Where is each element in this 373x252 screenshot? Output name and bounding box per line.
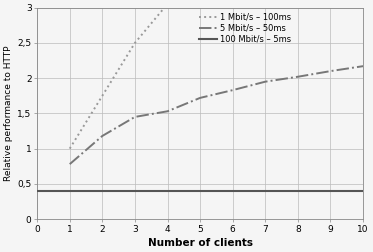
100 Mbit/s – 5ms: [263, 190, 267, 193]
100 Mbit/s – 5ms: [165, 190, 170, 193]
100 Mbit/s – 5ms: [361, 190, 365, 193]
Line: 5 Mbit/s – 50ms: 5 Mbit/s – 50ms: [70, 66, 363, 164]
100 Mbit/s – 5ms: [133, 190, 137, 193]
5 Mbit/s – 50ms: [68, 163, 72, 166]
1 Mbit/s – 100ms: [68, 147, 72, 150]
1 Mbit/s – 100ms: [133, 41, 137, 44]
100 Mbit/s – 5ms: [328, 190, 333, 193]
5 Mbit/s – 50ms: [231, 89, 235, 92]
5 Mbit/s – 50ms: [133, 115, 137, 118]
5 Mbit/s – 50ms: [361, 65, 365, 68]
100 Mbit/s – 5ms: [100, 190, 104, 193]
5 Mbit/s – 50ms: [296, 75, 300, 78]
100 Mbit/s – 5ms: [68, 190, 72, 193]
1 Mbit/s – 100ms: [100, 94, 104, 97]
5 Mbit/s – 50ms: [165, 110, 170, 113]
Legend: 1 Mbit/s – 100ms, 5 Mbit/s – 50ms, 100 Mbit/s – 5ms: 1 Mbit/s – 100ms, 5 Mbit/s – 50ms, 100 M…: [198, 12, 292, 45]
100 Mbit/s – 5ms: [198, 190, 202, 193]
100 Mbit/s – 5ms: [35, 190, 40, 193]
5 Mbit/s – 50ms: [263, 80, 267, 83]
1 Mbit/s – 100ms: [160, 8, 165, 11]
100 Mbit/s – 5ms: [231, 190, 235, 193]
5 Mbit/s – 50ms: [198, 96, 202, 99]
5 Mbit/s – 50ms: [328, 70, 333, 73]
5 Mbit/s – 50ms: [100, 134, 104, 137]
Line: 1 Mbit/s – 100ms: 1 Mbit/s – 100ms: [70, 10, 163, 149]
X-axis label: Number of clients: Number of clients: [148, 238, 253, 248]
Y-axis label: Relative performance to HTTP: Relative performance to HTTP: [4, 46, 13, 181]
100 Mbit/s – 5ms: [296, 190, 300, 193]
